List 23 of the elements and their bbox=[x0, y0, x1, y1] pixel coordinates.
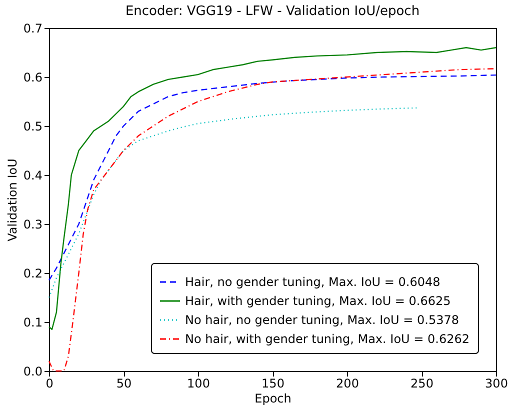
line-series bbox=[48, 47, 497, 330]
x-tick-label: 200 bbox=[336, 376, 359, 390]
y-tick-label: 0.6 bbox=[23, 70, 42, 84]
y-axis-title: Validation IoU bbox=[5, 158, 20, 242]
x-tick-label: 300 bbox=[485, 376, 508, 390]
y-tick-label: 0.5 bbox=[23, 120, 42, 134]
legend-label: Hair, no gender tuning, Max. IoU = 0.6048 bbox=[185, 275, 440, 289]
legend-label: No hair, with gender tuning, Max. IoU = 0.6262 bbox=[185, 332, 470, 346]
y-tick-label: 0.4 bbox=[23, 168, 42, 182]
y-tick-label: 0.7 bbox=[23, 22, 42, 36]
x-tick-label: 0 bbox=[46, 376, 54, 390]
y-tick-label: 0.3 bbox=[23, 218, 42, 232]
legend-label: Hair, with gender tuning, Max. IoU = 0.6625 bbox=[185, 294, 451, 308]
y-tick-label: 0.1 bbox=[23, 316, 42, 330]
chart-title: Encoder: VGG19 - LFW - Validation IoU/epoch bbox=[125, 4, 420, 19]
y-tick-label: 0.2 bbox=[23, 266, 42, 280]
x-axis-title: Epoch bbox=[254, 392, 292, 406]
y-tick-label: 0.0 bbox=[23, 364, 42, 378]
x-tick-label: 250 bbox=[410, 376, 434, 390]
x-tick-label: 150 bbox=[262, 376, 284, 390]
x-tick-label: 100 bbox=[187, 376, 210, 390]
x-tick-label: 50 bbox=[116, 376, 132, 390]
legend-label: No hair, no gender tuning, Max. IoU = 0.5378 bbox=[185, 313, 459, 327]
